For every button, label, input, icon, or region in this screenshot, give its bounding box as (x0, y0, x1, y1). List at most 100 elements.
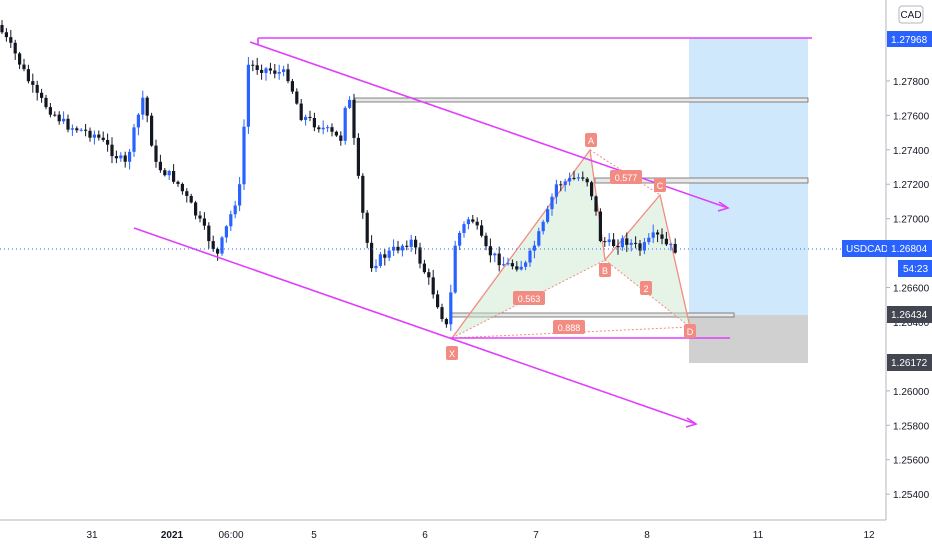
candle-body (532, 245, 536, 251)
stop-price-tag[interactable] (887, 354, 932, 371)
candle-body (418, 247, 422, 264)
channel-upper-line[interactable] (249, 41, 729, 209)
candle-body (31, 81, 35, 85)
candle-body (365, 212, 369, 243)
pattern-ratio-labels[interactable]: 0.563 0.577 0.888 2 (513, 170, 652, 334)
candle-body (295, 91, 299, 104)
candle-body (356, 137, 360, 176)
countdown-tag (898, 260, 932, 277)
candle-body (158, 161, 162, 171)
candle-body (585, 178, 589, 183)
ratio-xd-badge[interactable] (553, 320, 585, 334)
candle-body (568, 177, 572, 182)
candle-body (317, 127, 321, 130)
symbol-tag[interactable] (842, 240, 887, 257)
candle-body (634, 242, 638, 244)
candle-body (625, 238, 629, 245)
candle-body (383, 254, 387, 258)
candle-body (502, 264, 506, 266)
candle-body (22, 64, 26, 70)
target-price-tag[interactable] (887, 31, 932, 47)
point-c-badge[interactable] (654, 178, 666, 192)
candle-body (563, 181, 567, 185)
candle-body (136, 114, 140, 128)
candle-body (537, 231, 541, 246)
channel-upper-arrow (717, 201, 730, 212)
candle-body (84, 129, 88, 131)
candle-body (110, 144, 114, 157)
channel-lower-line[interactable] (133, 227, 697, 425)
channel-lower-arrow (685, 417, 698, 428)
candle-body (405, 245, 409, 247)
point-b-label: B (602, 266, 608, 276)
countdown-label: 54:23 (903, 264, 928, 275)
candle-body (123, 155, 127, 162)
candle-body (458, 232, 462, 246)
symbol-label: USDCAD (846, 244, 888, 255)
pattern-bcd-fill (605, 195, 690, 327)
candle-body (607, 239, 611, 243)
resistance-box-lower[interactable] (594, 177, 809, 184)
candlestick-series[interactable] (0, 20, 677, 331)
candle-body (238, 184, 242, 206)
time-axis[interactable] (0, 520, 886, 550)
candle-body (480, 225, 484, 236)
time-label-12: 12 (863, 530, 875, 541)
point-b-badge[interactable] (599, 263, 611, 277)
candle-body (233, 205, 237, 215)
price-tick-label: 1.27400 (893, 146, 930, 157)
ratio-ac-badge[interactable] (610, 170, 642, 184)
candle-body (13, 42, 17, 54)
candle-body (620, 238, 624, 248)
candle-body (656, 232, 660, 235)
candle-body (0, 25, 4, 33)
candle-body (66, 118, 70, 130)
entry-price-tag[interactable] (887, 306, 932, 323)
candle-body (304, 116, 308, 120)
candle-body (97, 134, 101, 138)
ratio-bd-label: 2 (643, 284, 648, 294)
ratio-bd-badge[interactable] (640, 281, 652, 295)
candle-body (673, 243, 677, 253)
candle-body (378, 254, 382, 266)
point-c-label: C (657, 181, 664, 191)
candle-body (92, 134, 96, 138)
current-price-tag[interactable] (887, 240, 932, 257)
point-a-badge[interactable] (585, 133, 597, 147)
candle-body (48, 107, 52, 115)
candle-body (392, 246, 396, 251)
candle-body (4, 32, 8, 38)
candle-body (387, 250, 391, 258)
candle-body (524, 262, 528, 267)
candle-body (612, 239, 616, 247)
candle-body (330, 127, 334, 132)
candle-body (422, 263, 426, 273)
candle-body (440, 307, 444, 320)
candle-body (26, 69, 30, 82)
currency-button[interactable] (898, 5, 924, 24)
target-zone[interactable] (689, 38, 808, 315)
point-d-badge[interactable] (684, 324, 696, 338)
candle-body (414, 239, 418, 248)
candle-body (189, 195, 193, 203)
candle-body (176, 181, 180, 184)
candle-body (484, 235, 488, 247)
candle-body (647, 237, 651, 243)
stop-zone[interactable] (689, 315, 808, 363)
candle-body (400, 245, 404, 251)
candle-body (216, 249, 220, 254)
time-label-6: 6 (422, 530, 428, 541)
candle-body (409, 239, 413, 247)
candle-body (40, 92, 44, 98)
candle-body (202, 218, 206, 226)
candle-body (598, 211, 602, 242)
point-x-badge[interactable] (446, 346, 458, 360)
pattern-point-labels[interactable]: X A B C D (446, 133, 696, 360)
price-tick-label: 1.27200 (893, 180, 930, 191)
candle-body (462, 224, 466, 233)
candle-body (150, 115, 154, 146)
candle-body (497, 253, 501, 266)
candle-body (299, 103, 303, 120)
ratio-xb-badge[interactable] (513, 291, 545, 305)
